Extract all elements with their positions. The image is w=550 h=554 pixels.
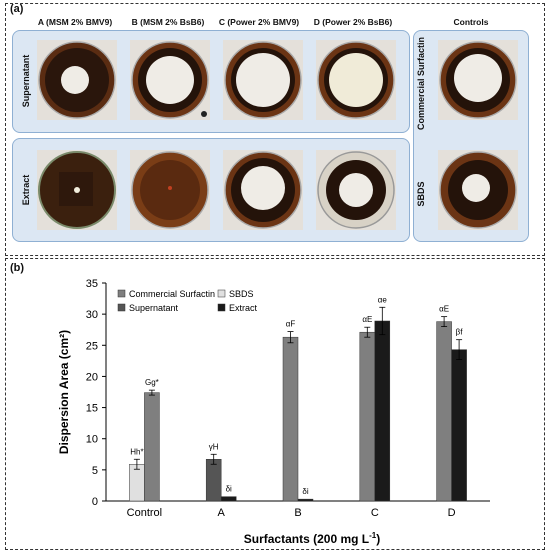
y-tick-label: 10 xyxy=(86,434,98,446)
bar xyxy=(129,464,145,502)
bar xyxy=(436,321,452,502)
bar-data-label: αE xyxy=(362,315,372,324)
y-tick-label: 20 xyxy=(86,371,98,383)
dish-photo-supernatant-a xyxy=(37,40,117,120)
dish-photo-supernatant-c xyxy=(223,40,303,120)
column-header-controls: Controls xyxy=(453,17,489,27)
panel-b-frame xyxy=(5,258,545,550)
column-header-c: C (Power 2% BMV9) xyxy=(218,17,300,27)
legend-swatch xyxy=(117,289,126,298)
bar xyxy=(220,496,237,502)
bar-data-label: Gg* xyxy=(145,378,159,387)
dish-photo-commercial-surfactin xyxy=(438,40,518,120)
x-tick-label: A xyxy=(218,507,226,519)
bar xyxy=(451,349,467,502)
bar-data-label: γH xyxy=(209,442,219,451)
y-axis-label: Dispersion Area (cm²) xyxy=(57,330,71,454)
legend-label: Extract xyxy=(229,303,258,313)
dish-photo-sbds xyxy=(438,150,518,230)
legend-swatch xyxy=(117,303,126,312)
panel-b-label: (b) xyxy=(10,262,25,274)
bar xyxy=(282,336,299,502)
dish-photo-extract-b xyxy=(130,150,210,230)
x-tick-label: B xyxy=(294,507,301,519)
bar xyxy=(359,331,376,502)
x-tick-label: Control xyxy=(127,507,162,519)
y-tick-label: 35 xyxy=(86,278,98,290)
bar-data-label: Hh* xyxy=(130,447,143,456)
dish-photo-supernatant-b xyxy=(130,40,210,120)
bar xyxy=(144,392,160,502)
bar xyxy=(205,459,222,502)
chart-bars: Hh* Gg* γH δi αF δi αE αe αE βf xyxy=(129,295,467,502)
y-tick-label: 5 xyxy=(92,465,98,477)
y-tick-label: 30 xyxy=(86,309,98,321)
x-tick-label: C xyxy=(371,507,379,519)
column-header-a: A (MSM 2% BMV9) xyxy=(37,17,113,27)
bar xyxy=(374,320,391,502)
x-tick-label: D xyxy=(448,507,456,519)
dish-photo-extract-c xyxy=(223,150,303,230)
legend-swatch xyxy=(217,289,226,298)
bar-data-label: αE xyxy=(439,305,449,314)
chart-legend: Commercial Surfactin SBDS Supernatant Extra… xyxy=(117,289,258,313)
panel-a-frame xyxy=(5,3,545,256)
bar-data-label: δi xyxy=(302,487,308,496)
legend-swatch xyxy=(217,303,226,312)
panel-a-label: (a) xyxy=(10,3,24,15)
bar xyxy=(297,498,314,502)
legend-label: Commercial Surfactin xyxy=(129,289,215,299)
dish-photo-extract-d xyxy=(316,150,396,230)
column-header-b: B (MSM 2% BsB6) xyxy=(131,17,205,27)
column-header-d: D (Power 2% BsB6) xyxy=(313,17,393,27)
dish-photo-extract-a xyxy=(37,150,117,230)
y-tick-label: 25 xyxy=(86,340,98,352)
legend-label: Supernatant xyxy=(129,303,179,313)
dish-photo-supernatant-d xyxy=(316,40,396,120)
bar-data-label: δi xyxy=(226,485,232,494)
bar-data-label: αF xyxy=(286,320,296,329)
y-tick-label: 15 xyxy=(86,403,98,415)
bar-data-label: βf xyxy=(456,328,464,337)
y-tick-label: 0 xyxy=(92,496,98,508)
x-axis-label: Surfactants (200 mg L-1) xyxy=(244,531,381,546)
legend-label: SBDS xyxy=(229,289,254,299)
bar-data-label: αe xyxy=(378,295,388,304)
